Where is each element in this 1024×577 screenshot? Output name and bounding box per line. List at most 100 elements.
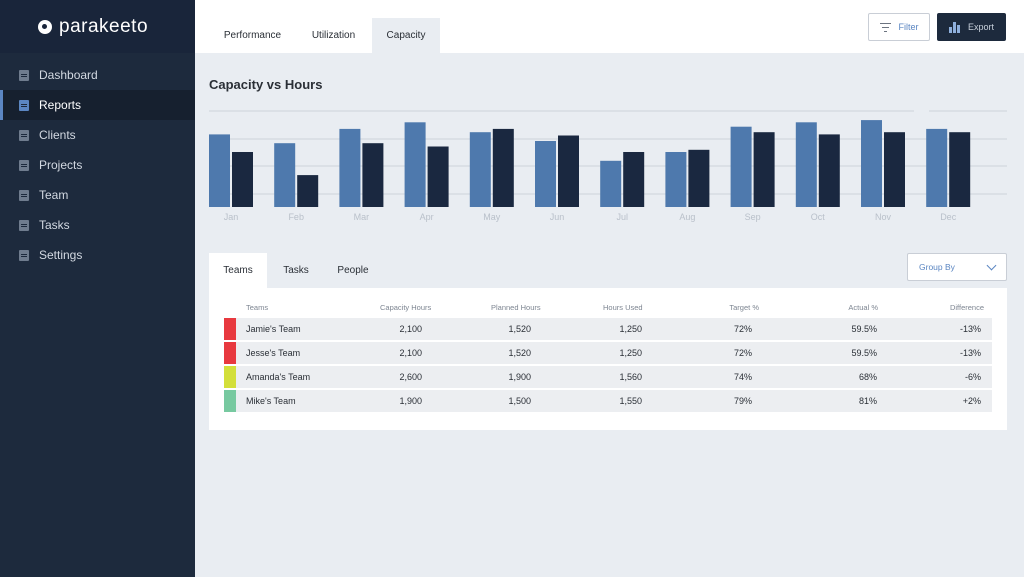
- bar-jan-series-2: [232, 152, 253, 207]
- column-header-difference: Difference: [949, 303, 984, 312]
- sidebar-item-label: Tasks: [39, 218, 70, 232]
- bar-mar-series-1: [339, 128, 361, 207]
- cell-planned-hours: 1,900: [508, 372, 531, 382]
- group-by-label: Group By: [919, 262, 955, 272]
- sidebar-item-label: Clients: [39, 128, 76, 142]
- tab-tasks[interactable]: Tasks: [283, 265, 309, 276]
- sidebar-item-label: Reports: [39, 98, 82, 112]
- bar-jan-series-1: [209, 134, 230, 207]
- table-row[interactable]: Jamie's Team 2,100 1,520 1,250 72% 59.5% -13%: [224, 318, 992, 340]
- bar-may-series-1: [469, 132, 491, 207]
- parakeeto-logo-icon: [38, 19, 52, 34]
- cell-hours-used: 1,550: [619, 396, 642, 406]
- bar-feb-series-2: [297, 175, 319, 207]
- sidebar-item-dashboard[interactable]: Dashboard: [0, 60, 195, 90]
- bar-oct-series-1: [795, 122, 817, 207]
- sidebar-item-team[interactable]: Team: [0, 180, 195, 210]
- cell-team-name: Mike's Team: [246, 396, 296, 406]
- list-icon: [19, 219, 29, 231]
- x-tick-label: Nov: [875, 212, 892, 222]
- x-tick-label: Sep: [745, 212, 761, 222]
- list-icon: [19, 99, 29, 111]
- table-row[interactable]: Jesse's Team 2,100 1,520 1,250 72% 59.5% -13%: [224, 342, 992, 364]
- cell-actual-percent: 68%: [858, 372, 877, 382]
- list-icon: [19, 69, 29, 81]
- tab-people[interactable]: People: [337, 265, 369, 276]
- column-header-hours-used: Hours Used: [603, 303, 643, 312]
- sidebar: parakeeto Dashboard Reports Clients Proj…: [0, 0, 195, 577]
- tab-capacity[interactable]: Capacity: [372, 18, 440, 53]
- cell-team-name: Jamie's Team: [246, 324, 301, 334]
- app-name: parakeeto: [59, 15, 149, 37]
- list-icon: [19, 189, 29, 201]
- bar-apr-series-2: [427, 146, 449, 207]
- table-row[interactable]: Mike's Team 1,900 1,500 1,550 79% 81% +2%: [224, 390, 992, 412]
- filter-icon: [879, 22, 891, 32]
- cell-target-percent: 72%: [733, 324, 752, 334]
- sidebar-item-projects[interactable]: Projects: [0, 150, 195, 180]
- cell-hours-used: 1,250: [619, 324, 642, 334]
- status-indicator: [224, 342, 236, 364]
- filter-label: Filter: [898, 22, 919, 32]
- column-header-target: Target %: [729, 303, 759, 312]
- filter-button[interactable]: Filter: [868, 13, 930, 41]
- x-tick-label: Jan: [224, 212, 239, 222]
- cell-capacity-hours: 2,100: [399, 324, 422, 334]
- top-bar: Performance Utilization Capacity Filter …: [195, 0, 1024, 53]
- x-tick-label: Mar: [354, 212, 370, 222]
- cell-difference: -6%: [964, 372, 981, 382]
- bar-jun-series-1: [535, 141, 556, 207]
- cell-actual-percent: 59.5%: [851, 348, 877, 358]
- x-tick-label: Apr: [420, 212, 434, 222]
- tab-utilization[interactable]: Utilization: [311, 30, 356, 41]
- bar-oct-series-2: [818, 134, 840, 207]
- bar-aug-series-2: [688, 149, 710, 207]
- cell-planned-hours: 1,500: [508, 396, 531, 406]
- export-button[interactable]: Export: [937, 13, 1006, 41]
- column-header-actual: Actual %: [848, 303, 878, 312]
- cell-target-percent: 79%: [733, 396, 752, 406]
- column-header-capacity-hours: Capacity Hours: [380, 303, 432, 312]
- tab-performance[interactable]: Performance: [223, 30, 282, 41]
- sidebar-item-label: Projects: [39, 158, 83, 172]
- cell-planned-hours: 1,520: [508, 324, 531, 334]
- bar-nov-series-1: [861, 120, 882, 207]
- cell-difference: +2%: [962, 396, 981, 406]
- bar-chart-icon: [948, 21, 960, 33]
- table-row[interactable]: Amanda's Team 2,600 1,900 1,560 74% 68% -6%: [224, 366, 992, 388]
- list-icon: [19, 159, 29, 171]
- cell-target-percent: 74%: [733, 372, 752, 382]
- group-by-select[interactable]: Group By: [907, 253, 1007, 281]
- x-tick-label: Feb: [288, 212, 304, 222]
- bar-may-series-2: [492, 128, 514, 207]
- bar-feb-series-1: [274, 143, 296, 207]
- sidebar-nav: Dashboard Reports Clients Projects Team …: [0, 60, 195, 270]
- chevron-down-icon: [986, 260, 997, 271]
- chart-title: Capacity vs Hours: [209, 77, 323, 92]
- tab-teams[interactable]: Teams: [209, 253, 267, 288]
- export-label: Export: [967, 22, 994, 32]
- bar-dec-series-2: [949, 132, 971, 207]
- sidebar-item-label: Settings: [39, 248, 83, 262]
- x-tick-label: Jun: [550, 212, 565, 222]
- x-tick-label: Dec: [940, 212, 957, 222]
- capacity-chart: Jan Feb Mar Apr May Jun Jul Aug Sep Oct Nov Dec: [209, 110, 1007, 222]
- cell-difference: -13%: [959, 324, 981, 334]
- sidebar-item-settings[interactable]: Settings: [0, 240, 195, 270]
- bar-apr-series-1: [404, 122, 426, 207]
- x-tick-label: Jul: [616, 212, 628, 222]
- cell-capacity-hours: 2,100: [399, 348, 422, 358]
- sidebar-item-reports[interactable]: Reports: [0, 90, 195, 120]
- sidebar-item-tasks[interactable]: Tasks: [0, 210, 195, 240]
- x-tick-label: May: [483, 212, 501, 222]
- logo[interactable]: parakeeto: [0, 0, 195, 53]
- bar-sep-series-2: [753, 132, 775, 207]
- sidebar-item-clients[interactable]: Clients: [0, 120, 195, 150]
- cell-team-name: Amanda's Team: [246, 372, 311, 382]
- list-icon: [19, 249, 29, 261]
- x-tick-label: Aug: [679, 212, 695, 222]
- cell-hours-used: 1,250: [619, 348, 642, 358]
- bar-aug-series-1: [665, 152, 687, 207]
- bar-dec-series-1: [926, 128, 948, 207]
- status-indicator: [224, 318, 236, 340]
